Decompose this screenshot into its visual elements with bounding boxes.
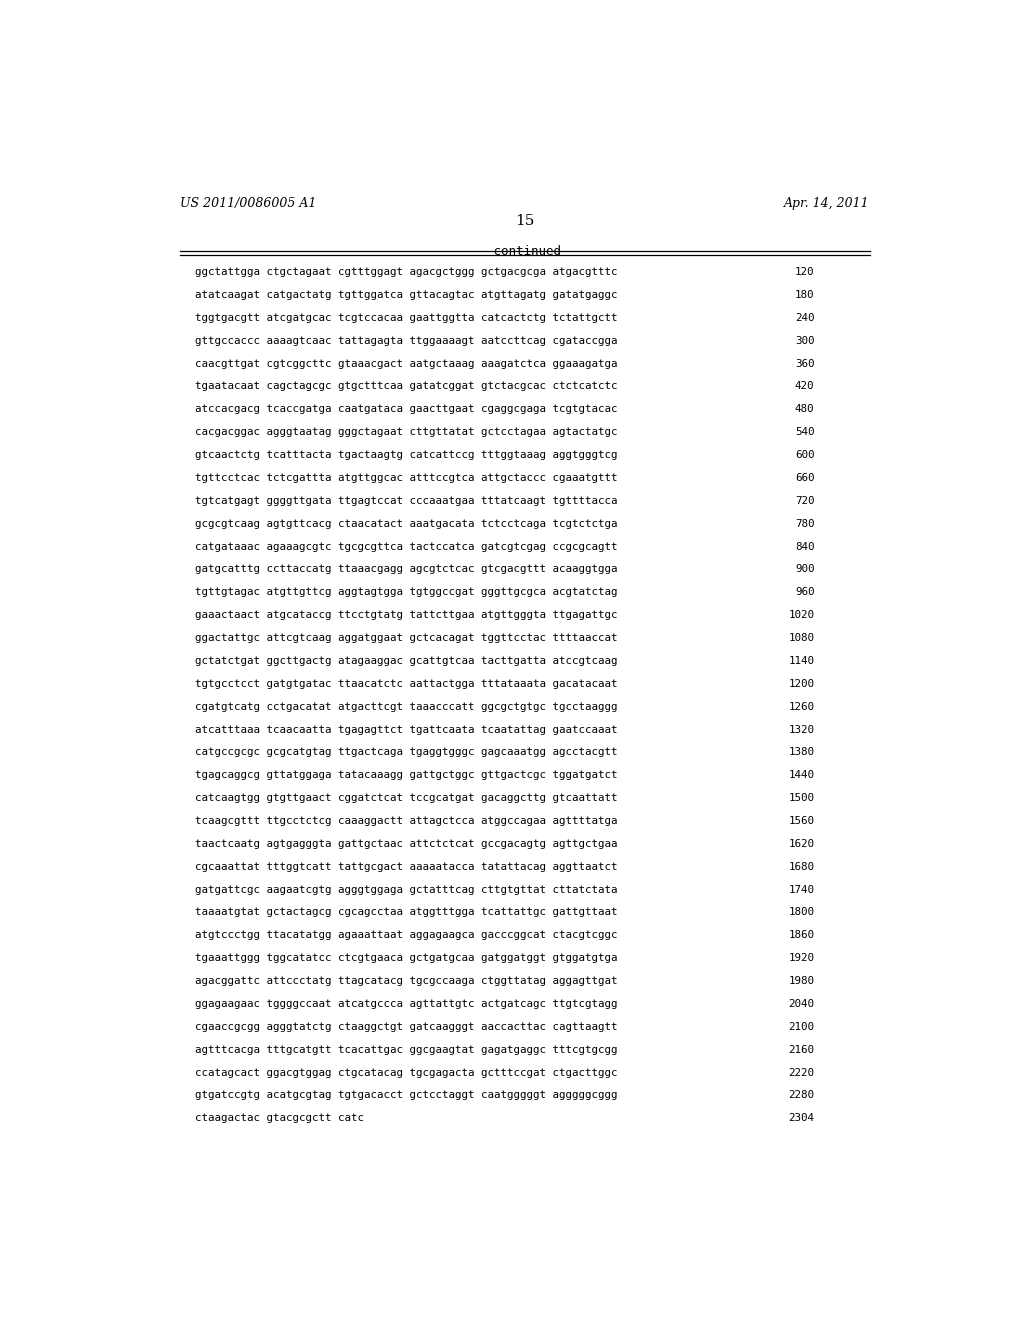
Text: atgtccctgg ttacatatgg agaaattaat aggagaagca gacccggcat ctacgtcggc: atgtccctgg ttacatatgg agaaattaat aggagaa… [196,931,617,940]
Text: gtcaactctg tcatttacta tgactaagtg catcattccg tttggtaaag aggtgggtcg: gtcaactctg tcatttacta tgactaagtg catcatt… [196,450,617,461]
Text: tcaagcgttt ttgcctctcg caaaggactt attagctcca atggccagaa agttttatga: tcaagcgttt ttgcctctcg caaaggactt attagct… [196,816,617,826]
Text: 1680: 1680 [788,862,814,871]
Text: 2160: 2160 [788,1044,814,1055]
Text: 480: 480 [795,404,814,414]
Text: tgaatacaat cagctagcgc gtgctttcaa gatatcggat gtctacgcac ctctcatctc: tgaatacaat cagctagcgc gtgctttcaa gatatcg… [196,381,617,392]
Text: 360: 360 [795,359,814,368]
Text: 1260: 1260 [788,702,814,711]
Text: tgtgcctcct gatgtgatac ttaacatctc aattactgga tttataaata gacatacaat: tgtgcctcct gatgtgatac ttaacatctc aattact… [196,678,617,689]
Text: Apr. 14, 2011: Apr. 14, 2011 [784,197,870,210]
Text: 1440: 1440 [788,771,814,780]
Text: 1200: 1200 [788,678,814,689]
Text: 780: 780 [795,519,814,529]
Text: gctatctgat ggcttgactg atagaaggac gcattgtcaa tacttgatta atccgtcaag: gctatctgat ggcttgactg atagaaggac gcattgt… [196,656,617,665]
Text: 840: 840 [795,541,814,552]
Text: ggctattgga ctgctagaat cgtttggagt agacgctggg gctgacgcga atgacgtttc: ggctattgga ctgctagaat cgtttggagt agacgct… [196,267,617,277]
Text: 2220: 2220 [788,1068,814,1077]
Text: 2304: 2304 [788,1113,814,1123]
Text: taaaatgtat gctactagcg cgcagcctaa atggtttgga tcattattgc gattgttaat: taaaatgtat gctactagcg cgcagcctaa atggttt… [196,907,617,917]
Text: 420: 420 [795,381,814,392]
Text: 1920: 1920 [788,953,814,964]
Text: 1320: 1320 [788,725,814,734]
Text: 1620: 1620 [788,840,814,849]
Text: ccatagcact ggacgtggag ctgcatacag tgcgagacta gctttccgat ctgacttggc: ccatagcact ggacgtggag ctgcatacag tgcgaga… [196,1068,617,1077]
Text: 1380: 1380 [788,747,814,758]
Text: gaaactaact atgcataccg ttcctgtatg tattcttgaa atgttgggta ttgagattgc: gaaactaact atgcataccg ttcctgtatg tattctt… [196,610,617,620]
Text: atcatttaaa tcaacaatta tgagagttct tgattcaata tcaatattag gaatccaaat: atcatttaaa tcaacaatta tgagagttct tgattca… [196,725,617,734]
Text: ctaagactac gtacgcgctt catc: ctaagactac gtacgcgctt catc [196,1113,365,1123]
Text: 2280: 2280 [788,1090,814,1101]
Text: 15: 15 [515,214,535,228]
Text: gttgccaccc aaaagtcaac tattagagta ttggaaaagt aatccttcag cgataccgga: gttgccaccc aaaagtcaac tattagagta ttggaaa… [196,335,617,346]
Text: 720: 720 [795,496,814,506]
Text: agtttcacga tttgcatgtt tcacattgac ggcgaagtat gagatgaggc tttcgtgcgg: agtttcacga tttgcatgtt tcacattgac ggcgaag… [196,1044,617,1055]
Text: catgccgcgc gcgcatgtag ttgactcaga tgaggtgggc gagcaaatgg agcctacgtt: catgccgcgc gcgcatgtag ttgactcaga tgaggtg… [196,747,617,758]
Text: tgagcaggcg gttatggaga tatacaaagg gattgctggc gttgactcgc tggatgatct: tgagcaggcg gttatggaga tatacaaagg gattgct… [196,771,617,780]
Text: 1140: 1140 [788,656,814,665]
Text: cgcaaattat tttggtcatt tattgcgact aaaaatacca tatattacag aggttaatct: cgcaaattat tttggtcatt tattgcgact aaaaata… [196,862,617,871]
Text: 540: 540 [795,428,814,437]
Text: US 2011/0086005 A1: US 2011/0086005 A1 [179,197,316,210]
Text: gatgcatttg ccttaccatg ttaaacgagg agcgtctcac gtcgacgttt acaaggtgga: gatgcatttg ccttaccatg ttaaacgagg agcgtct… [196,565,617,574]
Text: 960: 960 [795,587,814,598]
Text: catgataaac agaaagcgtc tgcgcgttca tactccatca gatcgtcgag ccgcgcagtt: catgataaac agaaagcgtc tgcgcgttca tactcca… [196,541,617,552]
Text: tgtcatgagt ggggttgata ttgagtccat cccaaatgaa tttatcaagt tgttttacca: tgtcatgagt ggggttgata ttgagtccat cccaaat… [196,496,617,506]
Text: 1560: 1560 [788,816,814,826]
Text: catcaagtgg gtgttgaact cggatctcat tccgcatgat gacaggcttg gtcaattatt: catcaagtgg gtgttgaact cggatctcat tccgcat… [196,793,617,803]
Text: 300: 300 [795,335,814,346]
Text: 2100: 2100 [788,1022,814,1032]
Text: caacgttgat cgtcggcttc gtaaacgact aatgctaaag aaagatctca ggaaagatga: caacgttgat cgtcggcttc gtaaacgact aatgcta… [196,359,617,368]
Text: taactcaatg agtgagggta gattgctaac attctctcat gccgacagtg agttgctgaa: taactcaatg agtgagggta gattgctaac attctct… [196,840,617,849]
Text: 1020: 1020 [788,610,814,620]
Text: tgttcctcac tctcgattta atgttggcac atttccgtca attgctaccc cgaaatgttt: tgttcctcac tctcgattta atgttggcac atttccg… [196,473,617,483]
Text: 2040: 2040 [788,999,814,1008]
Text: 660: 660 [795,473,814,483]
Text: ggactattgc attcgtcaag aggatggaat gctcacagat tggttcctac ttttaaccat: ggactattgc attcgtcaag aggatggaat gctcaca… [196,634,617,643]
Text: cgaaccgcgg agggtatctg ctaaggctgt gatcaagggt aaccacttac cagttaagtt: cgaaccgcgg agggtatctg ctaaggctgt gatcaag… [196,1022,617,1032]
Text: tgaaattggg tggcatatcc ctcgtgaaca gctgatgcaa gatggatggt gtggatgtga: tgaaattggg tggcatatcc ctcgtgaaca gctgatg… [196,953,617,964]
Text: 900: 900 [795,565,814,574]
Text: atccacgacg tcaccgatga caatgataca gaacttgaat cgaggcgaga tcgtgtacac: atccacgacg tcaccgatga caatgataca gaacttg… [196,404,617,414]
Text: cacgacggac agggtaatag gggctagaat cttgttatat gctcctagaa agtactatgc: cacgacggac agggtaatag gggctagaat cttgtta… [196,428,617,437]
Text: cgatgtcatg cctgacatat atgacttcgt taaacccatt ggcgctgtgc tgcctaaggg: cgatgtcatg cctgacatat atgacttcgt taaaccc… [196,702,617,711]
Text: 1980: 1980 [788,975,814,986]
Text: 180: 180 [795,290,814,300]
Text: 1860: 1860 [788,931,814,940]
Text: gcgcgtcaag agtgttcacg ctaacatact aaatgacata tctcctcaga tcgtctctga: gcgcgtcaag agtgttcacg ctaacatact aaatgac… [196,519,617,529]
Text: tggtgacgtt atcgatgcac tcgtccacaa gaattggtta catcactctg tctattgctt: tggtgacgtt atcgatgcac tcgtccacaa gaattgg… [196,313,617,323]
Text: 1080: 1080 [788,634,814,643]
Text: atatcaagat catgactatg tgttggatca gttacagtac atgttagatg gatatgaggc: atatcaagat catgactatg tgttggatca gttacag… [196,290,617,300]
Text: gtgatccgtg acatgcgtag tgtgacacct gctcctaggt caatgggggt agggggcggg: gtgatccgtg acatgcgtag tgtgacacct gctccta… [196,1090,617,1101]
Text: gatgattcgc aagaatcgtg agggtggaga gctatttcag cttgtgttat cttatctata: gatgattcgc aagaatcgtg agggtggaga gctattt… [196,884,617,895]
Text: 1800: 1800 [788,907,814,917]
Text: 120: 120 [795,267,814,277]
Text: -continued: -continued [487,244,562,257]
Text: agacggattc attccctatg ttagcatacg tgcgccaaga ctggttatag aggagttgat: agacggattc attccctatg ttagcatacg tgcgcca… [196,975,617,986]
Text: 240: 240 [795,313,814,323]
Text: 1740: 1740 [788,884,814,895]
Text: 1500: 1500 [788,793,814,803]
Text: tgttgtagac atgttgttcg aggtagtgga tgtggccgat gggttgcgca acgtatctag: tgttgtagac atgttgttcg aggtagtgga tgtggcc… [196,587,617,598]
Text: 600: 600 [795,450,814,461]
Text: ggagaagaac tggggccaat atcatgccca agttattgtc actgatcagc ttgtcgtagg: ggagaagaac tggggccaat atcatgccca agttatt… [196,999,617,1008]
